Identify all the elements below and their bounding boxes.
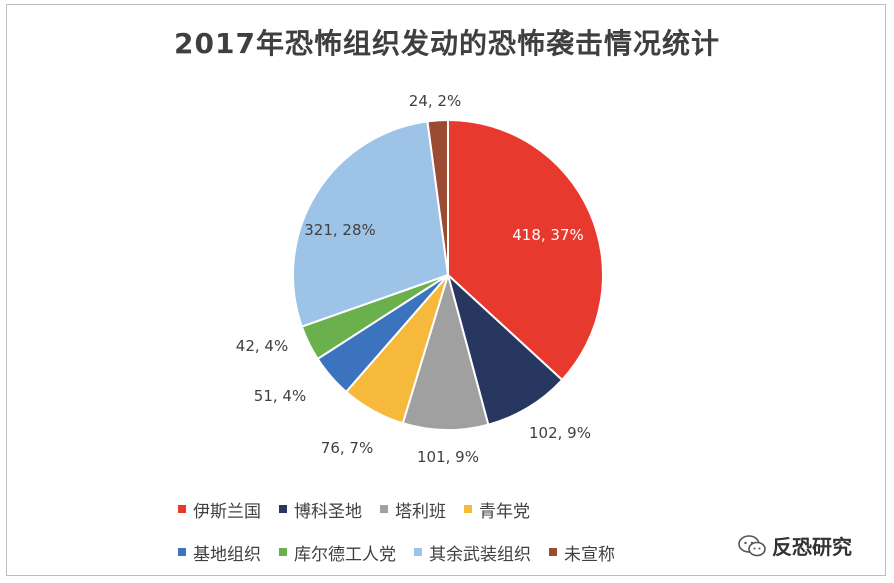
legend-swatch — [279, 505, 287, 513]
legend-label: 伊斯兰国 — [193, 501, 261, 522]
pie-slice-6 — [292, 120, 450, 328]
data-label-2: 101, 9% — [417, 448, 479, 466]
legend-swatch — [178, 548, 186, 556]
legend-label: 基地组织 — [193, 544, 261, 565]
data-label-5: 42, 4% — [236, 337, 288, 355]
legend-item-al-qaeda: 基地组织 — [178, 541, 261, 565]
data-label-1: 102, 9% — [529, 424, 591, 442]
data-label-0: 418, 37% — [512, 226, 584, 244]
legend-label: 青年党 — [479, 501, 530, 522]
legend-item-taliban: 塔利班 — [380, 498, 446, 522]
legend-item-isis: 伊斯兰国 — [178, 498, 261, 522]
legend-row-2: 基地组织 库尔德工人党 其余武装组织 未宣称 — [178, 541, 738, 565]
wechat-icon — [738, 534, 766, 556]
legend-item-other-groups: 其余武装组织 — [414, 541, 531, 565]
watermark: 反恐研究 — [738, 531, 852, 560]
legend-swatch — [414, 548, 422, 556]
data-label-4: 51, 4% — [254, 387, 306, 405]
legend-label: 塔利班 — [395, 501, 446, 522]
legend-label: 博科圣地 — [294, 501, 362, 522]
data-label-6: 321, 28% — [304, 221, 376, 239]
pie-slice-1 — [446, 271, 564, 426]
data-label-7: 24, 2% — [409, 92, 461, 110]
legend-swatch — [279, 548, 287, 556]
legend-swatch — [178, 505, 186, 513]
pie-slice-7 — [426, 118, 449, 276]
legend-label: 其余武装组织 — [429, 544, 531, 565]
legend-item-unclaimed: 未宣称 — [549, 541, 615, 565]
watermark-text: 反恐研究 — [772, 535, 852, 559]
legend-label: 未宣称 — [564, 544, 615, 565]
chart-legend: 伊斯兰国 博科圣地 塔利班 青年党 基地组织 库尔德工人党 其余武装组织 — [178, 498, 738, 583]
data-label-3: 76, 7% — [321, 439, 373, 457]
legend-item-boko-haram: 博科圣地 — [279, 498, 362, 522]
legend-swatch — [464, 505, 472, 513]
legend-label: 库尔德工人党 — [294, 544, 396, 565]
legend-item-al-shabaab: 青年党 — [464, 498, 530, 522]
legend-swatch — [380, 505, 388, 513]
pie-slice-2 — [401, 271, 490, 431]
chart-title: 2017年恐怖组织发动的恐怖袭击情况统计 — [174, 27, 720, 60]
legend-item-pkk: 库尔德工人党 — [279, 541, 396, 565]
legend-swatch — [549, 548, 557, 556]
legend-row-1: 伊斯兰国 博科圣地 塔利班 青年党 — [178, 498, 738, 522]
pie-slice-0 — [447, 118, 604, 382]
